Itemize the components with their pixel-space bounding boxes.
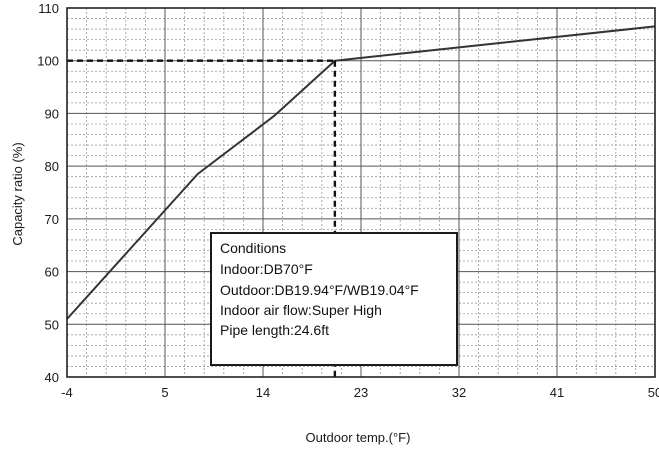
y-tick-label: 40 <box>45 370 59 385</box>
plot-frame <box>66 7 656 378</box>
y-tick-label: 80 <box>45 159 59 174</box>
y-axis-title: Capacity ratio (%) <box>10 142 25 245</box>
x-tick-labels: -4 5 14 23 32 41 50 <box>61 385 659 400</box>
y-tick-label: 90 <box>45 106 59 121</box>
series-group <box>66 25 656 320</box>
x-tick-label: 5 <box>161 385 168 400</box>
series-line-capacity-ratio <box>66 25 656 320</box>
y-tick-label: 110 <box>38 1 59 16</box>
x-tick-label: 50 <box>648 385 659 400</box>
conditions-pipe-length: Pipe length:24.6ft <box>220 322 329 338</box>
x-tick-label: 41 <box>550 385 564 400</box>
conditions-airflow: Indoor air flow:Super High <box>220 302 382 318</box>
x-axis-title: Outdoor temp.(°F) <box>306 430 411 445</box>
y-tick-label: 50 <box>45 317 59 332</box>
y-tick-label: 70 <box>45 212 59 227</box>
x-tick-label: 23 <box>354 385 368 400</box>
conditions-outdoor: Outdoor:DB19.94°F/WB19.04°F <box>220 282 419 298</box>
conditions-box-frame <box>210 232 458 366</box>
conditions-box: Conditions Indoor:DB70°F Outdoor:DB19.94… <box>210 232 458 366</box>
conditions-indoor: Indoor:DB70°F <box>220 261 313 277</box>
x-tick-label: 32 <box>452 385 466 400</box>
y-tick-labels: 40 50 60 70 80 90 100 110 <box>37 1 59 385</box>
y-tick-label: 60 <box>45 265 59 280</box>
y-tick-label: 100 <box>37 54 59 69</box>
conditions-title: Conditions <box>220 240 286 256</box>
x-tick-label: -4 <box>61 385 73 400</box>
x-tick-label: 14 <box>256 385 270 400</box>
